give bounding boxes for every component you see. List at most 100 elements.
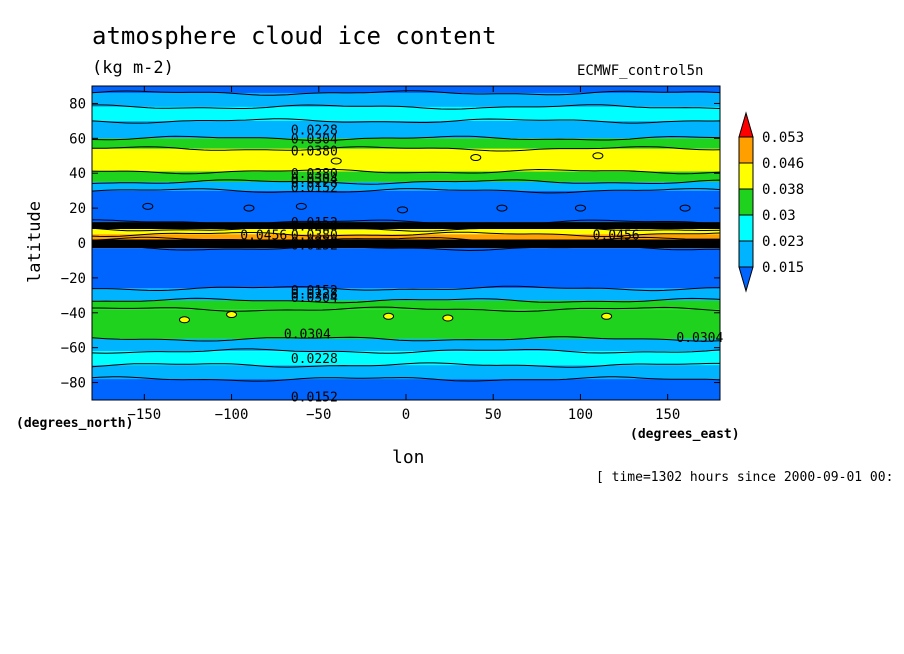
band-13 <box>92 248 720 289</box>
y-tick-label-0: −80 <box>61 376 86 392</box>
y-tick-label-8: 80 <box>69 96 86 112</box>
footer-note: [ time=1302 hours since 2000-09-01 00: <box>596 470 894 485</box>
y-tick-label-6: 40 <box>69 166 86 182</box>
contour-label-17: 0.0304 <box>284 328 331 343</box>
contour-blob-12 <box>330 157 342 165</box>
colorbar-label-2: 0.038 <box>762 182 804 198</box>
contour-label-15: 0.0228 <box>291 288 338 303</box>
band-3 <box>92 120 720 139</box>
contour-label-2: 0.0380 <box>291 145 338 160</box>
band-4 <box>92 138 720 149</box>
chart-title: atmosphere cloud ice content <box>92 22 497 50</box>
contour-label-11: 0.0228 <box>291 235 338 250</box>
contour-label-0: 0.0228 <box>291 124 338 139</box>
y-unit-label: (degrees_north) <box>16 416 134 431</box>
colorbar: 0.053 0.046 0.038 0.03 0.023 0.015 <box>738 111 804 293</box>
band-20 <box>92 379 720 400</box>
band-18 <box>92 351 720 366</box>
band-5 <box>92 148 720 172</box>
contour-line-9 <box>92 219 721 225</box>
y-tick-label-4: 0 <box>78 236 86 252</box>
band-14 <box>92 288 720 301</box>
contour-blob-5 <box>574 204 586 212</box>
contour-label-16: 0.0304 <box>291 291 338 306</box>
y-tick-label-2: −40 <box>61 306 86 322</box>
contour-line-7 <box>91 179 721 185</box>
band-15 <box>92 300 720 310</box>
band-10 <box>92 229 720 235</box>
contour-line-5 <box>92 146 721 152</box>
band-8 <box>92 190 720 223</box>
contour-blob-10 <box>442 314 454 322</box>
contour-labels: 0.02280.03040.03800.03800.03040.02280.01… <box>240 124 723 406</box>
contour-line-20 <box>91 376 721 382</box>
y-tick-label-1: −60 <box>61 341 86 357</box>
contour-line-6 <box>91 168 721 175</box>
x-tick-label-4: 50 <box>485 407 502 423</box>
band-1 <box>92 92 720 107</box>
contour-label-10: 0.0380 <box>291 228 338 243</box>
y-tick-label-5: 20 <box>69 201 86 217</box>
contour-line-10 <box>91 226 721 232</box>
units-label: (kg m-2) <box>92 58 174 78</box>
band-6 <box>92 171 720 182</box>
contour-label-8: 0.0228 <box>291 220 338 235</box>
x-tick-label-2: −50 <box>306 407 331 423</box>
contour-line-12 <box>91 236 720 243</box>
colorbar-segment-0 <box>738 136 754 164</box>
band-9 <box>92 222 720 230</box>
dataset-label: ECMWF_control5n <box>577 63 704 79</box>
y-tick-label-7: 60 <box>69 131 86 147</box>
contour-line-15 <box>91 297 721 304</box>
x-tick-label-0: −150 <box>127 407 161 423</box>
x-tick-label-3: 0 <box>402 407 410 423</box>
colorbar-bottom-arrow <box>738 266 754 293</box>
contour-blob-11 <box>601 312 613 320</box>
y-tick-label-3: −20 <box>61 271 86 287</box>
band-12 <box>92 239 720 249</box>
axes: −150 −100 −50 0 50 100 150 −80 −60 −40 −20 0 20 40 60 8… <box>61 86 720 423</box>
contour-line-3 <box>91 118 721 124</box>
colorbar-segment-2 <box>738 188 754 216</box>
contour-lines <box>91 90 721 382</box>
contour-label-18: 0.0304 <box>676 331 723 346</box>
contour-line-19 <box>91 362 720 368</box>
contour-line-8 <box>91 188 721 194</box>
contour-label-12: 0.0152 <box>291 239 338 254</box>
contour-line-2 <box>92 104 721 110</box>
colorbar-label-0: 0.053 <box>762 130 804 146</box>
band-16 <box>92 309 720 339</box>
contour-label-19: 0.0228 <box>291 352 338 367</box>
contour-blob-9 <box>383 312 395 320</box>
band-17 <box>92 338 720 352</box>
contour-blob-1 <box>243 204 255 212</box>
band-7 <box>92 181 720 191</box>
contour-blob-6 <box>679 204 691 212</box>
x-axis-label: lon <box>392 447 425 468</box>
x-tick-label-5: 100 <box>568 407 593 423</box>
contour-label-9: 0.0456 <box>240 228 287 243</box>
colorbar-segment-4 <box>738 240 754 268</box>
colorbar-label-3: 0.03 <box>762 208 796 224</box>
contour-line-17 <box>91 336 721 342</box>
contour-line-13 <box>91 245 721 252</box>
contour-line-11 <box>91 231 721 238</box>
contour-label-3: 0.0380 <box>291 167 338 182</box>
y-axis-label: latitude <box>24 201 45 283</box>
contour-blob-14 <box>592 152 604 160</box>
x-tick-label-6: 150 <box>655 407 680 423</box>
contour-line-4 <box>91 135 721 142</box>
colorbar-label-4: 0.023 <box>762 234 804 250</box>
contour-label-6: 0.0152 <box>291 181 338 196</box>
contour-blob-13 <box>470 154 482 162</box>
contour-label-13: 0.0456 <box>593 228 640 243</box>
band-19 <box>92 365 720 380</box>
colorbar-segment-1 <box>738 162 754 190</box>
colorbar-top-arrow <box>738 111 754 138</box>
contour-label-5: 0.0228 <box>291 176 338 191</box>
contour-blob-3 <box>397 206 409 214</box>
colorbar-label-5: 0.015 <box>762 260 804 276</box>
contour-label-4: 0.0304 <box>291 172 338 187</box>
contour-line-18 <box>91 348 721 354</box>
